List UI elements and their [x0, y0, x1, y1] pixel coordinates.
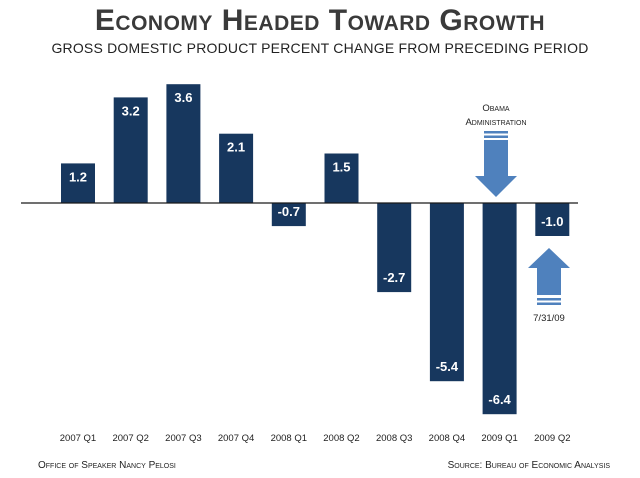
x-tick-label: 2007 Q3: [165, 433, 201, 444]
data-label: -2.7: [383, 270, 405, 285]
bar-2008-q4: [429, 203, 464, 382]
bar-2009-q1: [482, 203, 517, 415]
data-label: 3.6: [174, 90, 192, 105]
bar-2007-q1: [61, 163, 95, 203]
x-tick-labels-group: 2007 Q1 2007 Q2 2007 Q3 2007 Q4 2008 Q1 2008 …: [60, 433, 571, 444]
x-tick-label: 2009 Q1: [481, 433, 517, 444]
data-label: 2.1: [227, 140, 245, 155]
obama-annotation: Obama Administration: [465, 103, 527, 197]
bar-2007-q2: [113, 97, 148, 203]
chart-subtitle: GROSS DOMESTIC PRODUCT PERCENT CHANGE FR…: [51, 40, 589, 56]
x-tick-label: 2008 Q3: [376, 433, 412, 444]
date-label: 7/31/09: [533, 313, 565, 324]
bar-2008-q3: [377, 203, 412, 293]
x-tick-label: 2007 Q2: [112, 433, 148, 444]
data-label: 1.5: [332, 160, 350, 175]
obama-label-line2: Administration: [465, 117, 526, 128]
chart-title: Economy Headed Toward Growth: [94, 4, 546, 37]
data-label: 1.2: [69, 169, 87, 184]
x-tick-label: 2008 Q1: [271, 433, 307, 444]
obama-label-line1: Obama: [482, 103, 510, 114]
down-arrow-icon: [475, 131, 517, 197]
x-tick-label: 2008 Q2: [323, 433, 359, 444]
bar-2008-q1: [271, 203, 306, 227]
footer-source: Source: Bureau of Economic Analysis: [447, 460, 610, 471]
bars-group: [61, 84, 570, 415]
data-label: 3.2: [122, 103, 140, 118]
x-tick-label: 2008 Q4: [429, 433, 465, 444]
up-arrow-icon: [528, 248, 570, 305]
footer-credit: Office of Speaker Nancy Pelosi: [38, 460, 176, 471]
date-annotation: 7/31/09: [528, 248, 570, 324]
bar-2009-q2: [535, 203, 570, 236]
bar-2008-q2: [324, 153, 359, 203]
data-label: -1.0: [541, 214, 563, 229]
bar-2007-q3: [166, 84, 201, 203]
data-label: -6.4: [488, 392, 511, 407]
data-label: -5.4: [436, 359, 459, 374]
x-tick-label: 2007 Q4: [218, 433, 254, 444]
x-tick-label: 2007 Q1: [60, 433, 96, 444]
bar-2007-q4: [219, 133, 254, 203]
data-labels-group: 1.2 3.2 3.6 2.1 -0.7 1.5 -2.7 -5.4 -6.4 -1.0: [69, 90, 564, 407]
data-label: -0.7: [278, 204, 300, 219]
x-tick-label: 2009 Q2: [534, 433, 570, 444]
